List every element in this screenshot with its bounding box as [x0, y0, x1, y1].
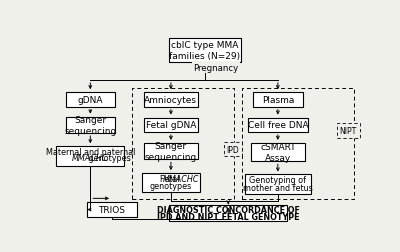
Text: Maternal and paternal: Maternal and paternal — [46, 147, 135, 156]
Text: genotypes: genotypes — [86, 154, 131, 163]
FancyBboxPatch shape — [169, 205, 287, 221]
FancyBboxPatch shape — [248, 118, 308, 133]
FancyBboxPatch shape — [144, 143, 198, 160]
Text: Sanger
sequencing: Sanger sequencing — [145, 142, 197, 161]
FancyBboxPatch shape — [142, 173, 200, 192]
FancyBboxPatch shape — [251, 143, 305, 162]
Text: IPD: IPD — [226, 145, 239, 154]
FancyBboxPatch shape — [144, 93, 198, 107]
Text: gDNA: gDNA — [78, 96, 103, 105]
Text: genotypes: genotypes — [150, 182, 192, 191]
FancyBboxPatch shape — [66, 117, 115, 134]
FancyBboxPatch shape — [144, 118, 198, 133]
FancyBboxPatch shape — [87, 202, 137, 217]
Text: MMACHC: MMACHC — [72, 154, 108, 163]
Text: Genotyping of: Genotyping of — [249, 176, 306, 185]
Text: mother and fetus: mother and fetus — [243, 183, 313, 193]
Text: Plasma: Plasma — [262, 96, 294, 105]
Text: Pregnancy: Pregnancy — [193, 64, 238, 73]
Text: Sanger
sequencing: Sanger sequencing — [64, 116, 116, 135]
FancyBboxPatch shape — [66, 93, 115, 107]
Text: TRIOS: TRIOS — [98, 205, 126, 214]
Text: DIAGNOSTIC CONCORDANCE OF: DIAGNOSTIC CONCORDANCE OF — [157, 205, 300, 214]
Text: Cell free DNA: Cell free DNA — [248, 121, 308, 130]
FancyBboxPatch shape — [56, 147, 124, 166]
Text: IPD AND NIPT FETAL GENOTYPE: IPD AND NIPT FETAL GENOTYPE — [157, 212, 300, 221]
Text: MMACHC: MMACHC — [162, 175, 199, 183]
Text: Fetal: Fetal — [160, 175, 182, 183]
FancyBboxPatch shape — [244, 175, 311, 194]
Text: Amniocytes: Amniocytes — [144, 96, 198, 105]
Text: cSMART
Assay: cSMART Assay — [260, 143, 296, 162]
Text: NIPT: NIPT — [340, 127, 357, 136]
FancyBboxPatch shape — [169, 39, 241, 62]
Text: Fetal gDNA: Fetal gDNA — [146, 121, 196, 130]
FancyBboxPatch shape — [253, 93, 303, 107]
Text: cblC type MMA
families (N=29): cblC type MMA families (N=29) — [170, 41, 240, 60]
